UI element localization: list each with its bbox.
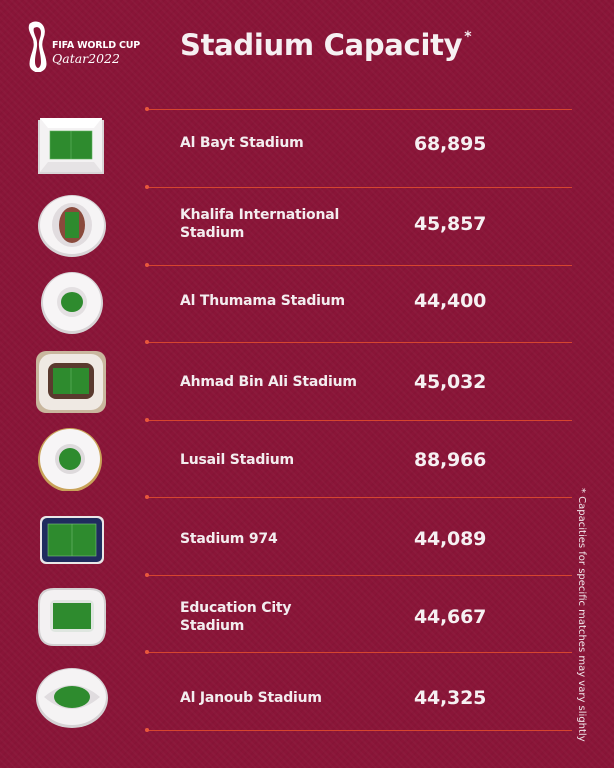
lusail-stadium-icon [38,428,102,491]
stadium-name: Lusail Stadium [180,452,294,468]
ahmad-bin-ali-stadium-icon [36,351,106,413]
row-divider [145,573,572,577]
stadium-row: Al Bayt Stadium 68,895 [0,110,614,187]
stadium-capacity: 88,966 [414,449,487,471]
logo-text-line2: Qatar2022 [52,51,120,66]
stadium-capacity: 45,857 [414,213,487,235]
stadium-name: Education City Stadium [180,600,292,634]
logo-text-line1: FIFA WORLD CUP [52,40,141,51]
row-divider [145,263,572,267]
stadium-name: Al Thumama Stadium [180,293,345,309]
stadium-row: Lusail Stadium 88,966 [0,421,614,497]
stadium-row: Stadium 974 44,089 [0,498,614,575]
fifa-world-cup-logo: FIFA WORLD CUP Qatar2022 [22,20,142,82]
world-cup-emblem-icon [28,21,47,72]
row-divider [145,418,572,422]
page-title: Stadium Capacity * [180,28,472,62]
stadium-capacity: 44,325 [414,687,487,709]
row-divider [145,495,572,499]
khalifa-international-stadium-icon [38,195,106,257]
stadium-name: Stadium 974 [180,531,278,547]
stadium-name: Al Janoub Stadium [180,690,322,706]
stadium-name: Al Bayt Stadium [180,135,304,151]
row-divider [145,728,572,732]
stadium-name: Ahmad Bin Ali Stadium [180,374,357,390]
al-janoub-stadium-icon [36,668,108,728]
stadium-row: Al Janoub Stadium 44,325 [0,653,614,730]
al-bayt-stadium-icon [38,118,104,174]
row-divider [145,650,572,654]
stadium-capacity: 68,895 [414,133,487,155]
capacity-footnote: * Capacities for specific matches may va… [576,488,587,742]
title-asterisk: * [464,29,472,45]
stadium-974-icon [40,516,104,564]
al-thumama-stadium-icon [41,272,103,334]
stadium-capacity: 44,667 [414,606,487,628]
stadium-row: Khalifa International Stadium 45,857 [0,188,614,265]
row-divider [145,340,572,344]
stadium-capacity: 44,089 [414,528,487,550]
stadium-capacity: 44,400 [414,290,487,312]
stadium-row: Ahmad Bin Ali Stadium 45,032 [0,343,614,420]
stadium-row: Al Thumama Stadium 44,400 [0,266,614,342]
row-divider [145,185,572,189]
education-city-stadium-icon [38,588,106,646]
stadium-row: Education City Stadium 44,667 [0,576,614,652]
row-divider [145,107,572,111]
stadium-capacity: 45,032 [414,371,487,393]
title-text: Stadium Capacity [180,28,463,62]
stadium-name: Khalifa International Stadium [180,207,340,241]
